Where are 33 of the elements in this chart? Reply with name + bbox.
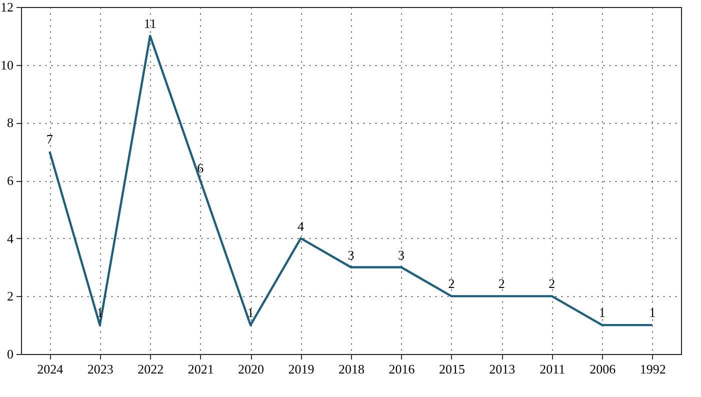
data-label: 1 bbox=[649, 305, 656, 320]
y-tick-label: 12 bbox=[0, 0, 14, 14]
y-tick-label: 0 bbox=[7, 346, 14, 362]
data-label: 7 bbox=[46, 132, 54, 147]
data-label: 1 bbox=[598, 305, 606, 320]
data-label: 2 bbox=[448, 276, 455, 292]
x-tick-label: 2006 bbox=[590, 362, 616, 376]
y-tick-label: 2 bbox=[7, 288, 14, 304]
line-series bbox=[48, 34, 654, 326]
y-tick-label: 8 bbox=[7, 115, 14, 130]
data-label: 4 bbox=[298, 218, 305, 234]
x-tick-label: 2020 bbox=[238, 362, 264, 376]
data-label: 3 bbox=[398, 247, 404, 262]
x-tick-label: 2011 bbox=[540, 362, 566, 376]
data-label: 11 bbox=[144, 16, 156, 31]
data-label: 2 bbox=[548, 276, 556, 292]
x-tick-label: 2024 bbox=[37, 362, 64, 376]
x-tick-label: 2019 bbox=[288, 362, 314, 376]
y-tick-label: 10 bbox=[0, 57, 14, 72]
x-tick-label: 2016 bbox=[388, 362, 416, 376]
x-tick-label: 2013 bbox=[489, 362, 516, 376]
x-tick-label: 2023 bbox=[87, 362, 114, 376]
data-label: 1 bbox=[247, 305, 254, 320]
x-tick-label: 2018 bbox=[338, 362, 364, 376]
x-tick-label: 1992 bbox=[640, 362, 666, 376]
y-tick-label: 6 bbox=[7, 173, 14, 188]
x-tick-label: 2015 bbox=[438, 362, 465, 376]
data-label: 6 bbox=[197, 160, 204, 176]
data-label: 2 bbox=[498, 276, 505, 292]
y-tick-label: 4 bbox=[7, 230, 14, 246]
x-tick-label: 2021 bbox=[188, 362, 214, 376]
data-label: 3 bbox=[348, 247, 354, 262]
x-tick-label: 2022 bbox=[138, 362, 164, 376]
